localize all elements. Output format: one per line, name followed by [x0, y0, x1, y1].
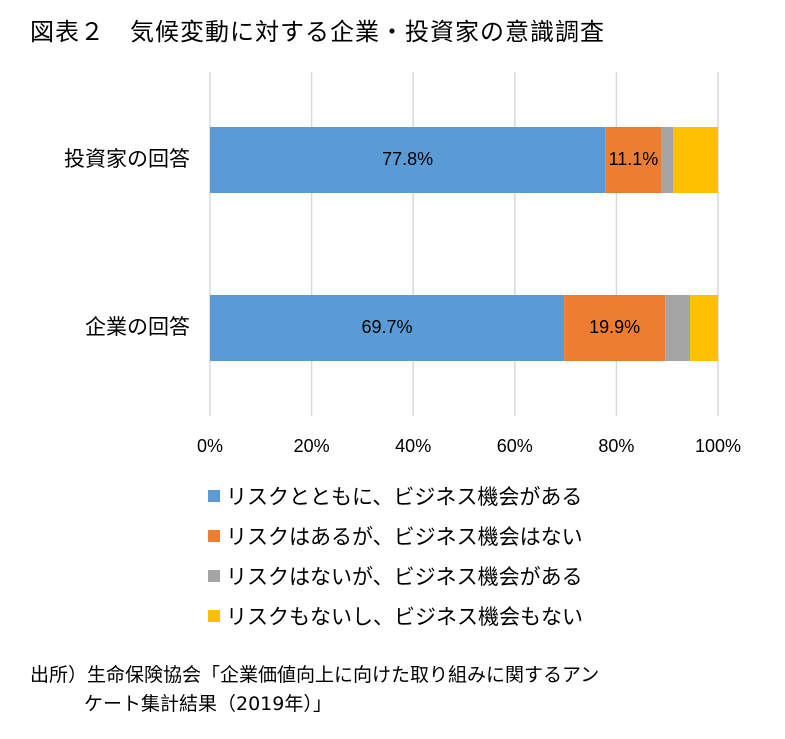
bar-segment: [605, 127, 662, 193]
bar-segment: [564, 295, 666, 361]
legend-item: リスクとともに、ビジネス機会がある: [208, 476, 583, 516]
bar-segment: [210, 295, 565, 361]
x-tick-label: 40%: [395, 436, 431, 456]
legend-label: リスクとともに、ビジネス機会がある: [226, 485, 583, 509]
source-line-2: ケート集計結果（2019年）」: [84, 693, 332, 715]
legend: リスクとともに、ビジネス機会がある リスクはあるが、ビジネス機会はない リスクは…: [208, 476, 583, 636]
legend-swatch: [208, 530, 220, 542]
bar-segment: [673, 127, 718, 193]
x-tick-label: 100%: [695, 436, 741, 456]
x-tick-label: 0%: [197, 436, 223, 456]
stacked-bar-chart: 0% 20% 40% 60% 80% 100% 投資家の回答 77.8% 11.1% 企業の回答 6…: [64, 72, 741, 456]
data-label: 69.7%: [362, 317, 413, 337]
data-label: 19.9%: [589, 317, 640, 337]
legend-item: リスクはあるが、ビジネス機会はない: [208, 516, 583, 556]
x-tick-label: 80%: [598, 436, 634, 456]
bar-segment: [210, 127, 606, 193]
legend-swatch: [208, 570, 220, 582]
legend-item: リスクはないが、ビジネス機会がある: [208, 556, 583, 596]
legend-label: リスクはあるが、ビジネス機会はない: [226, 525, 583, 549]
legend-swatch: [208, 610, 220, 622]
bar-segment: [661, 127, 674, 193]
bar-segment: [690, 295, 718, 361]
legend-label: リスクもないし、ビジネス機会もない: [226, 605, 583, 629]
bar-segment: [665, 295, 691, 361]
category-label: 企業の回答: [85, 315, 190, 339]
data-label: 77.8%: [382, 149, 433, 169]
legend-swatch: [208, 490, 220, 502]
category-label: 投資家の回答: [64, 147, 190, 171]
x-tick-label: 20%: [294, 436, 330, 456]
x-tick-label: 60%: [497, 436, 533, 456]
source-note: 出所）生命保険協会「企業価値向上に向けた取り組みに関するアン ケート集計結果（2…: [30, 661, 599, 719]
data-label: 11.1%: [609, 149, 659, 169]
chart-title: 図表２ 気候変動に対する企業・投資家の意識調査: [30, 18, 605, 46]
legend-label: リスクはないが、ビジネス機会がある: [226, 565, 583, 589]
source-line-1: 出所）生命保険協会「企業価値向上に向けた取り組みに関するアン: [30, 664, 600, 686]
legend-item: リスクもないし、ビジネス機会もない: [208, 596, 583, 636]
